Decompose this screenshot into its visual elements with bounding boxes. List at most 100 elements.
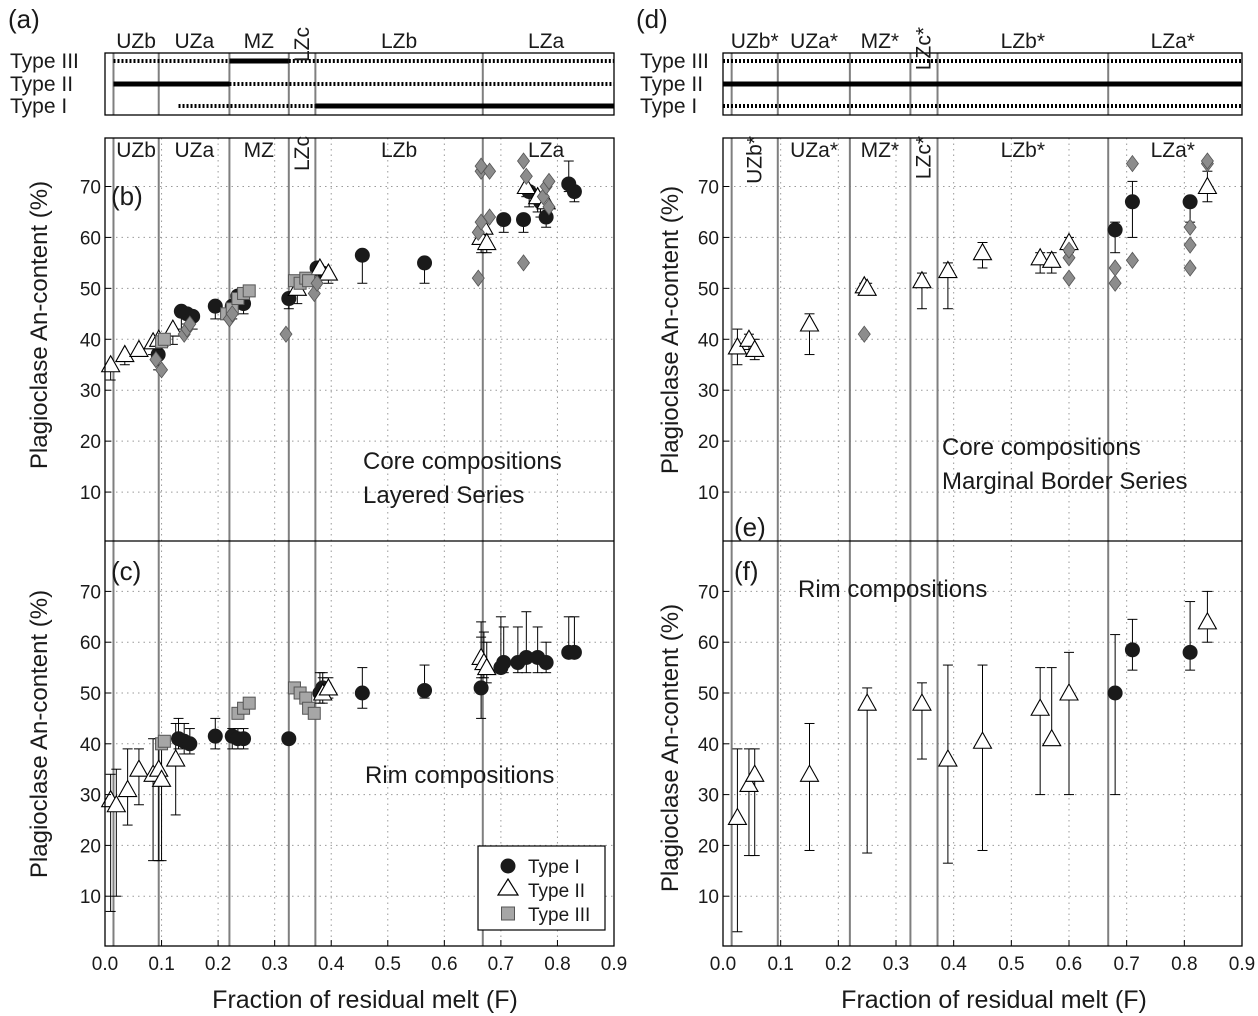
zone-label-b-2: MZ	[244, 139, 274, 162]
y-tick-label-upper-1-3: 40	[698, 330, 719, 351]
point-b-triangle-2	[128, 339, 149, 358]
point-b-square-1	[157, 332, 171, 346]
point-e-diamond-12	[1200, 152, 1214, 170]
frames-layer	[104, 52, 1243, 947]
point-f-circle-1	[1124, 642, 1140, 658]
point-b-diamond-15	[483, 162, 497, 180]
y-tick-label-lower-1-2: 30	[698, 786, 719, 807]
x-tick-label-0-7: 0.7	[488, 954, 514, 975]
point-b-diamond-7	[279, 325, 293, 343]
y-tick-label-lower-0-3: 40	[80, 735, 101, 756]
point-b-diamond-0	[149, 350, 163, 369]
legend-box	[477, 845, 606, 931]
point-b-diamond-6	[225, 305, 239, 323]
point-c-circle-7	[281, 731, 297, 747]
point-e-triangle-5	[857, 278, 878, 296]
point-c-triangle-7	[165, 748, 186, 767]
point-f-triangle-9	[1041, 728, 1062, 747]
legend: Type I Type II Type III	[477, 845, 606, 931]
point-b-diamond-9	[310, 274, 324, 292]
point-e-diamond-4	[1108, 274, 1122, 292]
zone-label-a-4: LZb	[381, 30, 417, 53]
rim-annotation-f: Rim compositions	[798, 576, 987, 603]
zone-label-d-2: MZ*	[861, 30, 900, 53]
point-b-diamond-10	[471, 269, 485, 287]
y-tick-label-upper-1-0: 10	[698, 483, 719, 504]
x-tick-label-1-0: 0.0	[710, 954, 736, 975]
legend-marker-type1	[500, 858, 516, 874]
point-e-circle-0	[1107, 222, 1123, 238]
point-c-circle-3	[207, 728, 223, 744]
panel-label-c: (c)	[111, 556, 141, 586]
point-f-circle-2	[1182, 644, 1198, 660]
zone-label-d-1: UZa*	[790, 30, 838, 53]
y-tick-label-upper-0-5: 60	[80, 228, 101, 249]
point-e-triangle-6	[912, 270, 932, 289]
zone-label-a-1: UZa	[175, 30, 215, 53]
point-c-triangle-9	[318, 677, 339, 696]
x-tick-label-1-3: 0.3	[883, 954, 909, 975]
point-b-square-6	[242, 284, 256, 298]
y-axis-label-e: Plagioclase An-content (%)	[657, 186, 684, 474]
panel-label-d: (d)	[636, 4, 668, 34]
point-c-circle-16	[518, 649, 534, 665]
y-tick-label-lower-1-1: 20	[698, 836, 719, 857]
point-f-triangle-11	[1197, 611, 1218, 630]
point-e-diamond-10	[1183, 218, 1197, 236]
point-b-triangle-5	[162, 318, 183, 337]
x-tick-label-1-5: 0.5	[998, 954, 1024, 975]
zone-label-a-2: MZ	[244, 30, 274, 53]
text-layer: UZb UZa MZ LZc LZb LZa UZb UZa MZ LZc LZb LZa UZb* UZ…	[10, 27, 1255, 975]
zone-label-e-1: UZa*	[790, 139, 838, 162]
zone-lines-layer	[112, 53, 1110, 946]
point-b-triangle-11	[476, 232, 497, 251]
point-c-square-1	[157, 734, 171, 748]
plot-frame-1	[722, 137, 1243, 947]
zone-label-e-2: MZ*	[861, 139, 900, 162]
y-axis-label-b: Plagioclase An-content (%)	[26, 181, 53, 469]
point-c-triangle-2	[117, 779, 138, 798]
point-b-circle-12	[417, 255, 433, 271]
zone-label-b-5: LZa	[528, 139, 565, 162]
point-b-diamond-1	[155, 361, 169, 379]
point-c-square-9	[307, 706, 321, 720]
core-annotation-e-line2: Marginal Border Series	[942, 468, 1187, 495]
panel-label-e: (e)	[734, 512, 766, 542]
type-label-d-0: Type III	[640, 50, 709, 73]
x-tick-label-0-2: 0.2	[205, 954, 231, 975]
point-c-square-4	[242, 696, 256, 710]
point-f-triangle-3	[799, 764, 820, 782]
point-e-diamond-3	[1062, 269, 1076, 287]
point-e-triangle-3	[799, 313, 820, 332]
zone-label-d-5: LZa*	[1151, 30, 1195, 53]
type-label-a-0: Type III	[10, 50, 79, 73]
zone-label-a-5: LZa	[528, 30, 565, 53]
rim-annotation-c: Rim compositions	[365, 762, 554, 789]
point-e-triangle-9	[1030, 247, 1051, 266]
y-tick-label-upper-1-1: 20	[698, 432, 719, 453]
zone-label-d-3: LZc*	[913, 27, 936, 70]
point-f-triangle-5	[912, 693, 932, 711]
point-e-diamond-9	[1183, 236, 1197, 254]
point-c-circle-20	[566, 644, 582, 660]
x-tick-label-0-0: 0.0	[92, 954, 118, 975]
y-tick-label-upper-0-1: 20	[80, 432, 101, 453]
point-b-diamond-22	[542, 172, 556, 191]
y-tick-label-upper-0-0: 10	[80, 483, 101, 504]
x-tick-label-0-5: 0.5	[375, 954, 401, 975]
point-e-triangle-7	[937, 260, 958, 279]
y-tick-label-lower-0-4: 50	[80, 684, 101, 705]
zone-label-a-0: UZb	[116, 30, 156, 53]
point-b-circle-19	[566, 184, 582, 200]
type-label-d-1: Type II	[640, 73, 703, 96]
point-b-circle-14	[516, 212, 532, 228]
x-tick-label-1-8: 0.8	[1171, 954, 1197, 975]
type-label-a-2: Type I	[10, 95, 67, 118]
panel-label-a: (a)	[8, 4, 40, 34]
point-f-triangle-6	[937, 748, 958, 767]
point-c-circle-11	[417, 682, 433, 698]
y-tick-label-upper-1-2: 30	[698, 381, 719, 402]
type-strip-frame-1	[722, 52, 1243, 116]
x-tick-label-0-6: 0.6	[431, 954, 457, 975]
